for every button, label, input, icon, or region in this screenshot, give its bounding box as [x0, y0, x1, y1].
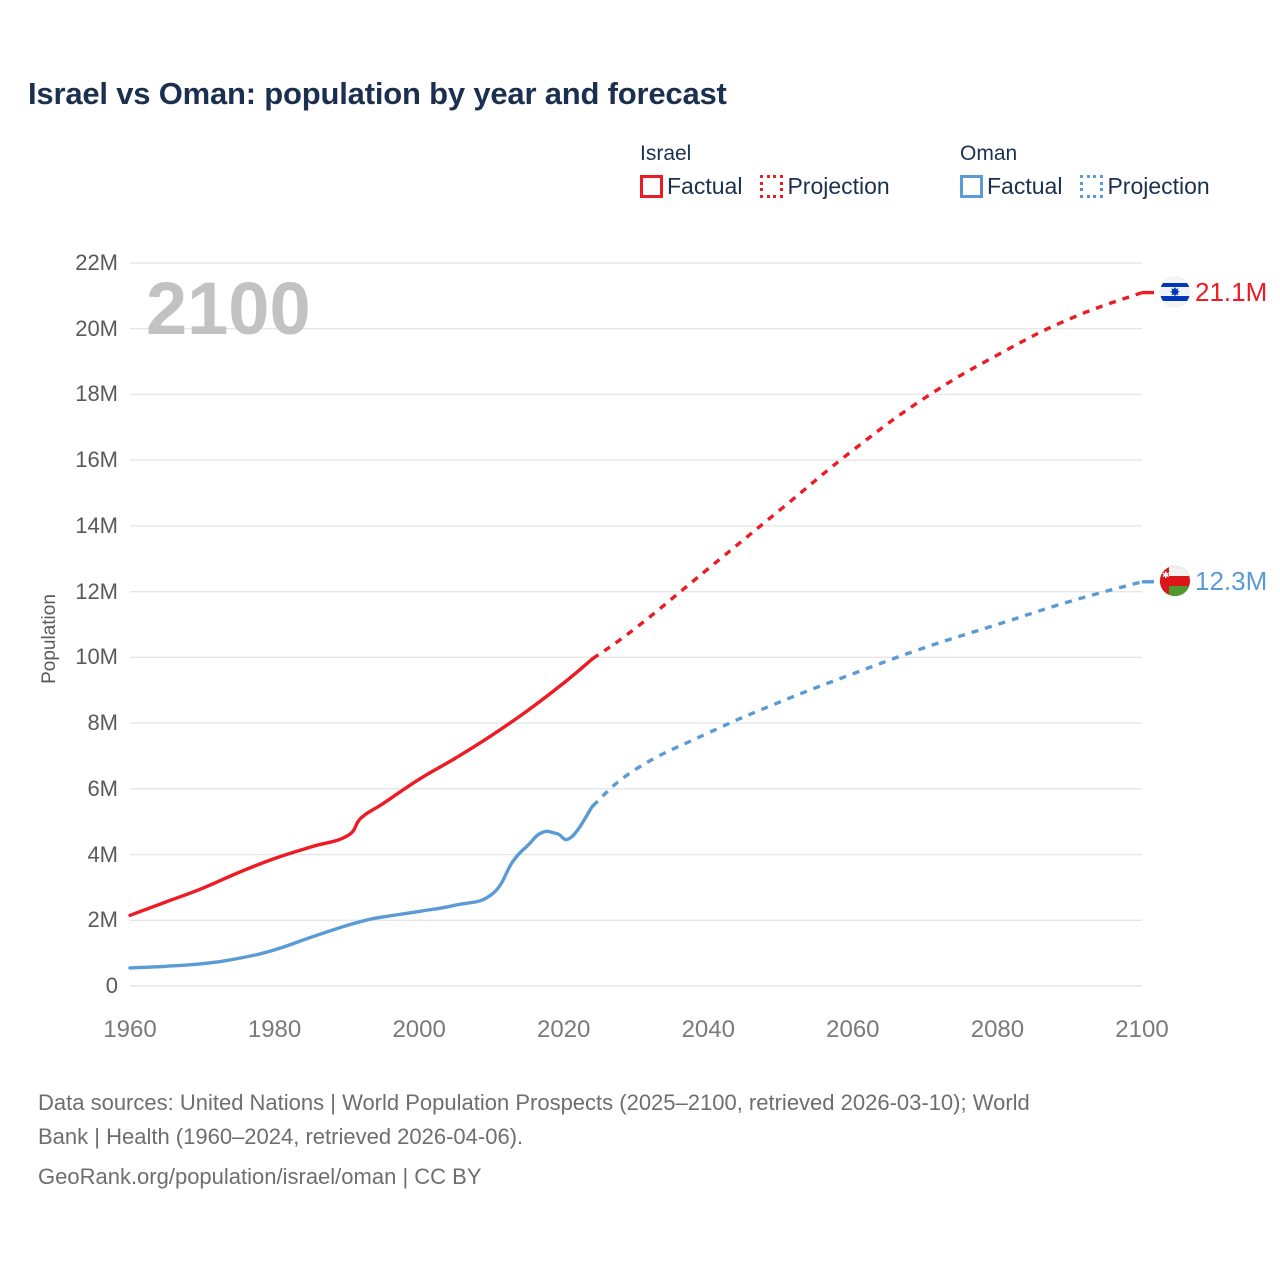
y-tick-label: 20M — [75, 315, 118, 341]
x-tick-label: 2020 — [537, 1016, 591, 1043]
dotted-line-swatch-icon — [760, 175, 784, 198]
x-tick-label: 2000 — [392, 1016, 446, 1043]
legend-group-oman: Oman Factual Projection — [960, 142, 1228, 199]
solid-line-swatch-icon — [640, 175, 663, 198]
footer-attribution: GeoRank.org/population/israel/oman | CC … — [38, 1164, 482, 1189]
footer: Data sources: United Nations | World Pop… — [38, 1086, 1228, 1194]
y-tick-label: 8M — [87, 710, 118, 736]
legend-country-israel: Israel — [640, 142, 692, 165]
x-tick-label: 2040 — [681, 1016, 735, 1043]
legend-item-oman-factual[interactable]: Factual — [960, 174, 1062, 199]
legend-item-oman-projection[interactable]: Projection — [1080, 173, 1210, 199]
x-tick-label: 2080 — [970, 1016, 1025, 1043]
x-tick-label: 1980 — [247, 1016, 302, 1043]
footer-data-sources-line2: Bank | Health (1960–2024, retrieved 2026… — [38, 1124, 524, 1149]
x-tick-label: 1960 — [103, 1016, 157, 1043]
x-tick-label: 2100 — [1115, 1016, 1169, 1043]
y-tick-label: 14M — [75, 512, 118, 538]
y-tick-label: 18M — [75, 381, 118, 407]
end-value-oman: 12.3M — [1195, 565, 1268, 596]
y-tick-label: 4M — [87, 841, 118, 867]
legend-item-israel-projection[interactable]: Projection — [760, 173, 890, 199]
legend-label-israel-projection: Projection — [787, 173, 890, 199]
end-value-israel: 21.1M — [1195, 276, 1268, 307]
y-tick-label: 12M — [75, 578, 118, 604]
page-title: Israel vs Oman: population by year and f… — [28, 76, 727, 111]
israel-flag-icon: ✸ — [1160, 276, 1190, 307]
chart-legend: Israel Factual Projection Oman Factual — [640, 142, 1260, 222]
y-tick-label: 22M — [75, 250, 118, 275]
solid-line-swatch-icon — [960, 175, 983, 198]
y-tick-label: 16M — [75, 447, 118, 473]
legend-item-israel-factual[interactable]: Factual — [640, 174, 742, 199]
end-label-oman: ✱ 12.3M — [1160, 565, 1268, 596]
dotted-line-swatch-icon — [1080, 175, 1104, 198]
oman-flag-icon: ✱ — [1160, 565, 1190, 596]
year-watermark: 2100 — [146, 267, 311, 350]
legend-country-oman: Oman — [960, 142, 1018, 165]
legend-group-israel: Israel Factual Projection — [640, 142, 908, 199]
footer-data-sources-line1: Data sources: United Nations | World Pop… — [38, 1090, 1030, 1115]
legend-label-oman-projection: Projection — [1107, 173, 1210, 199]
y-tick-label: 0 — [105, 973, 118, 998]
end-label-israel: ✸ 21.1M — [1160, 276, 1268, 307]
y-tick-label: 6M — [87, 775, 118, 801]
legend-label-israel-factual: Factual — [667, 173, 743, 199]
y-axis-ticks: 0 2M 4M 6M 8M 10M 12M 14M 16M 18M 20M 22M — [38, 0, 118, 1280]
legend-label-oman-factual: Factual — [987, 173, 1063, 199]
y-tick-label: 10M — [75, 644, 118, 670]
y-tick-label: 2M — [87, 907, 118, 933]
x-tick-label: 2060 — [826, 1016, 880, 1043]
